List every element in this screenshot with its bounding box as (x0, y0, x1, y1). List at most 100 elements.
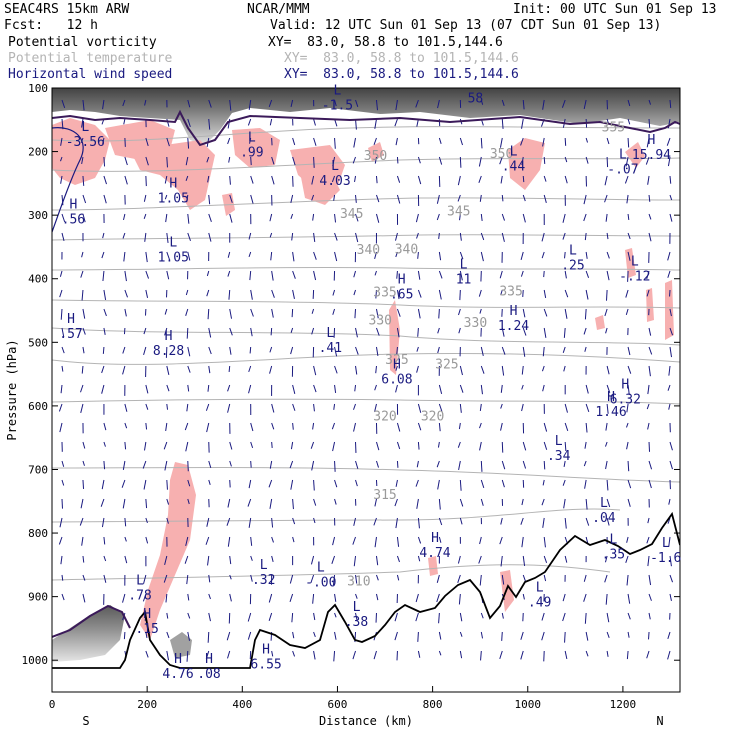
wind-vector (166, 384, 170, 392)
theta-contour-label: 340 (395, 242, 418, 257)
wind-vector (648, 631, 650, 640)
wind-vector (247, 498, 252, 507)
low-marker: L (331, 159, 339, 174)
wind-vector (500, 422, 503, 431)
wind-vector (166, 365, 170, 375)
wind-vector (542, 479, 545, 486)
wind-vector (81, 365, 84, 374)
theta-contour-label: 345 (340, 207, 363, 222)
hl-markers: L-3.56H.56H.57H1.05L1.05H8.28L.99L-1.5L4… (59, 84, 681, 682)
wind-vector (353, 137, 357, 148)
wind-vector (584, 308, 587, 320)
wind-vector (248, 479, 252, 489)
wind-vector (354, 384, 357, 392)
wind-vector (60, 175, 63, 184)
wind-vector (416, 232, 419, 239)
wind-vector (375, 99, 378, 111)
wind-vector (250, 308, 254, 317)
wind-vector (226, 631, 231, 641)
wind-vector (145, 403, 149, 410)
wind-vector (541, 232, 545, 242)
wind-vector (354, 308, 357, 319)
wind-vector (438, 251, 442, 261)
wind-vector (417, 536, 422, 544)
wind-vector (438, 156, 443, 165)
wind-vector (542, 346, 545, 357)
wind-vector (376, 574, 379, 581)
wind-jet-contour (52, 127, 84, 233)
wind-vector (478, 289, 482, 297)
wind-vector (501, 232, 505, 242)
wind-vector (332, 308, 336, 315)
wind-vector (229, 555, 232, 565)
wind-vector (290, 213, 294, 220)
wind-vector (499, 536, 503, 545)
wind-vector (394, 118, 398, 127)
high-marker: H (69, 197, 77, 212)
wind-vector (606, 403, 609, 414)
wind-vector (353, 422, 357, 432)
wind-vector (646, 137, 650, 148)
wind-vector (250, 555, 253, 561)
wind-vector (606, 384, 611, 394)
wind-vector (583, 460, 587, 467)
wind-vector (542, 384, 545, 392)
wind-vector (166, 650, 170, 661)
wind-vector (122, 365, 126, 375)
wind-vector (334, 460, 336, 472)
wind-vector (187, 498, 190, 505)
wind-vector (250, 574, 253, 582)
wind-vector (124, 289, 128, 298)
wind-vector (564, 175, 568, 184)
wind-vector (543, 175, 547, 182)
extremum-value: -.12 (619, 270, 650, 285)
wind-vector (123, 118, 126, 125)
wind-vector (227, 403, 231, 413)
wind-vector (480, 631, 484, 639)
wind-vector (271, 422, 275, 430)
extremum-value: .35 (602, 547, 625, 562)
wind-vector (103, 574, 107, 583)
wind-vector (564, 441, 567, 452)
wind-vector (583, 194, 587, 205)
valid-time: Valid: 12 UTC Sun 01 Sep 13 (07 CDT Sun … (270, 18, 662, 33)
wind-vector (520, 650, 524, 660)
wind-vector (61, 479, 65, 486)
wind-vector (185, 536, 189, 547)
x-axis: 0 200 400 600 800 1000 1200 (49, 686, 636, 711)
wind-vector (417, 517, 420, 529)
x-tick-label: 400 (232, 698, 252, 711)
wind-vector (334, 593, 337, 602)
wind-vector (606, 498, 611, 508)
wind-vector (583, 574, 587, 582)
wind-vector (374, 536, 377, 548)
wind-vector (164, 308, 168, 315)
wind-vector (458, 327, 461, 334)
extremum-value: .56 (62, 212, 85, 227)
wind-vector (606, 270, 610, 281)
wind-vector (543, 555, 548, 564)
wind-vector (268, 479, 273, 488)
low-marker: L (569, 244, 577, 259)
wind-vector (667, 270, 671, 278)
extremum-value: .78 (128, 589, 151, 604)
wind-vector (585, 251, 588, 259)
wind-vector (58, 536, 63, 545)
wind-vector (187, 460, 189, 472)
wind-vector (480, 498, 484, 506)
field-xy-pv: XY= 83.0, 58.8 to 101.5,144.6 (268, 35, 503, 50)
extremum-value: .25 (561, 259, 584, 274)
wind-vector (249, 137, 252, 144)
wind-vector (187, 118, 191, 128)
wind-vector (375, 289, 377, 299)
high-marker: H (398, 272, 406, 287)
wind-vector (480, 650, 482, 661)
wind-vector (227, 251, 231, 258)
wind-vector (416, 346, 419, 352)
wind-vector (271, 555, 274, 563)
wind-vector (206, 517, 210, 527)
extremum-value: 1.24 (498, 319, 529, 334)
theta-contour-label: 350 (490, 147, 513, 162)
wind-vector (124, 156, 128, 166)
wind-vector (207, 631, 210, 643)
